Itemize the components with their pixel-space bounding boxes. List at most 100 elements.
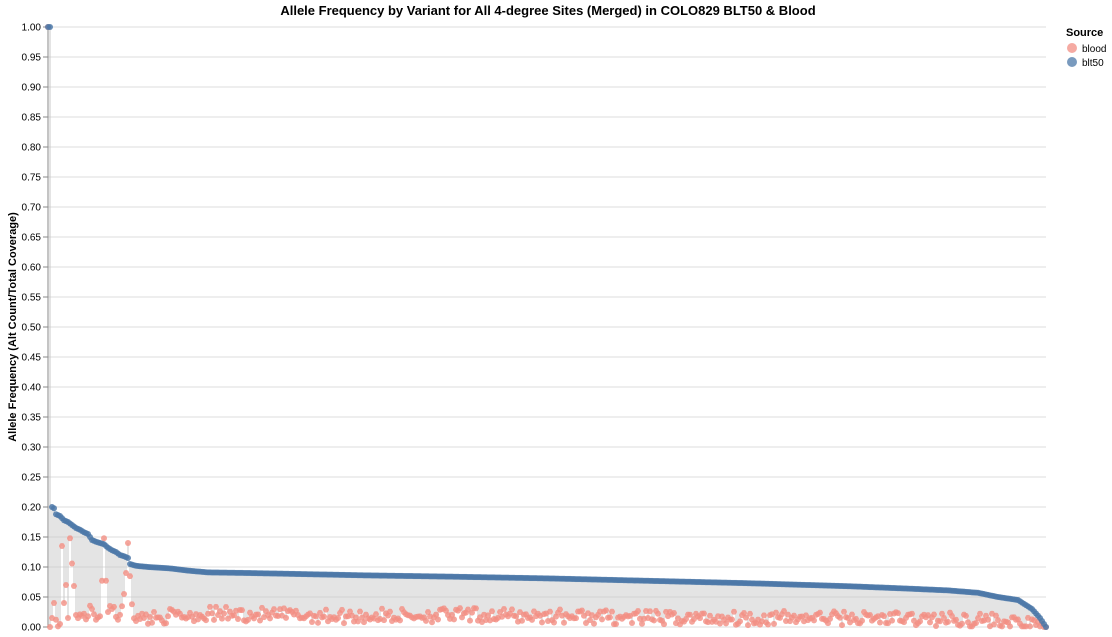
legend-swatch-blood [1067, 43, 1077, 53]
blood-point [63, 582, 69, 588]
blood-point [239, 607, 245, 614]
blood-point [917, 618, 923, 625]
blood-point [953, 616, 959, 623]
blood-point [501, 605, 507, 612]
blood-point [737, 618, 743, 625]
blood-point [859, 617, 865, 624]
y-tick-label: 1.00 [22, 23, 42, 34]
blood-point [959, 620, 965, 627]
blood-point [999, 623, 1005, 630]
blood-series [45, 24, 1049, 630]
blood-point [837, 614, 843, 621]
blood-point [429, 619, 435, 626]
blood-point [71, 583, 77, 590]
blood-point [317, 609, 323, 616]
blood-point [539, 619, 545, 626]
blood-point [451, 616, 457, 623]
blood-point [881, 613, 887, 620]
blood-point [613, 620, 619, 627]
blood-point [599, 616, 605, 623]
blood-point [773, 609, 779, 616]
blood-point [357, 608, 363, 615]
blood-point [449, 611, 455, 618]
legend-title: Source [1066, 27, 1103, 39]
blt50-point [125, 555, 131, 561]
blood-point [91, 611, 97, 618]
y-tick-label: 0.05 [22, 593, 42, 604]
y-tick-label: 0.00 [22, 623, 42, 634]
blood-point [309, 618, 315, 625]
blt50-point [1043, 624, 1049, 630]
blood-point [355, 618, 361, 625]
blood-point [119, 603, 125, 610]
blood-point [849, 611, 855, 618]
blood-point [651, 617, 657, 624]
y-tick-label: 0.25 [22, 473, 42, 484]
blood-point [995, 617, 1001, 624]
y-tick-label: 0.65 [22, 233, 42, 244]
y-tick-label: 0.15 [22, 533, 42, 544]
blood-point [219, 615, 225, 622]
blood-point [603, 607, 609, 614]
blood-point [257, 617, 263, 624]
blood-point [551, 619, 557, 626]
blood-point [1007, 623, 1013, 630]
blood-point [85, 613, 91, 620]
blood-point [397, 617, 403, 624]
blood-point [963, 612, 969, 619]
blood-point [235, 616, 241, 623]
blood-point [489, 608, 495, 615]
blood-point [561, 619, 567, 626]
blood-point [791, 612, 797, 619]
blood-point [89, 606, 95, 612]
blood-point [629, 619, 635, 626]
blood-point [573, 615, 579, 622]
blood-point [761, 612, 767, 619]
y-tick-label: 0.40 [22, 383, 42, 394]
blood-point [211, 616, 217, 623]
blood-point [895, 610, 901, 617]
blood-point [361, 619, 367, 626]
blood-point [51, 600, 57, 606]
blood-point [933, 622, 939, 629]
blood-point [221, 610, 227, 617]
blood-point [65, 615, 71, 621]
blood-point [59, 543, 65, 549]
y-tick-label: 0.60 [22, 263, 42, 274]
blood-point [717, 620, 723, 627]
blood-point [607, 614, 613, 621]
blood-point [97, 613, 103, 620]
blood-point [67, 535, 73, 542]
blood-point [909, 610, 915, 617]
blood-point [661, 621, 667, 628]
blood-point [147, 613, 153, 620]
blood-point [647, 608, 653, 615]
blood-point [877, 619, 883, 626]
blood-point [591, 620, 597, 627]
y-tick-label: 0.20 [22, 503, 42, 514]
blood-point [61, 600, 67, 606]
blood-point [993, 612, 999, 619]
blood-point [635, 607, 641, 614]
blood-point [827, 615, 833, 622]
blood-point [811, 617, 817, 624]
y-tick-label: 0.30 [22, 443, 42, 454]
blood-point [529, 616, 535, 623]
blood-point [69, 560, 75, 567]
blood-point [513, 613, 519, 620]
blood-point [949, 613, 955, 620]
blood-point [313, 613, 319, 620]
blood-point [379, 605, 385, 612]
blood-point [547, 608, 553, 615]
blood-point [223, 604, 229, 611]
grid-lines [48, 26, 1046, 628]
blood-point [927, 619, 933, 626]
blood-point [587, 617, 593, 624]
y-tick-label: 0.50 [22, 323, 42, 334]
blood-point [425, 608, 431, 615]
blood-point [701, 610, 707, 617]
blood-point [467, 617, 473, 624]
blood-point [435, 616, 441, 623]
blood-point [209, 610, 215, 617]
